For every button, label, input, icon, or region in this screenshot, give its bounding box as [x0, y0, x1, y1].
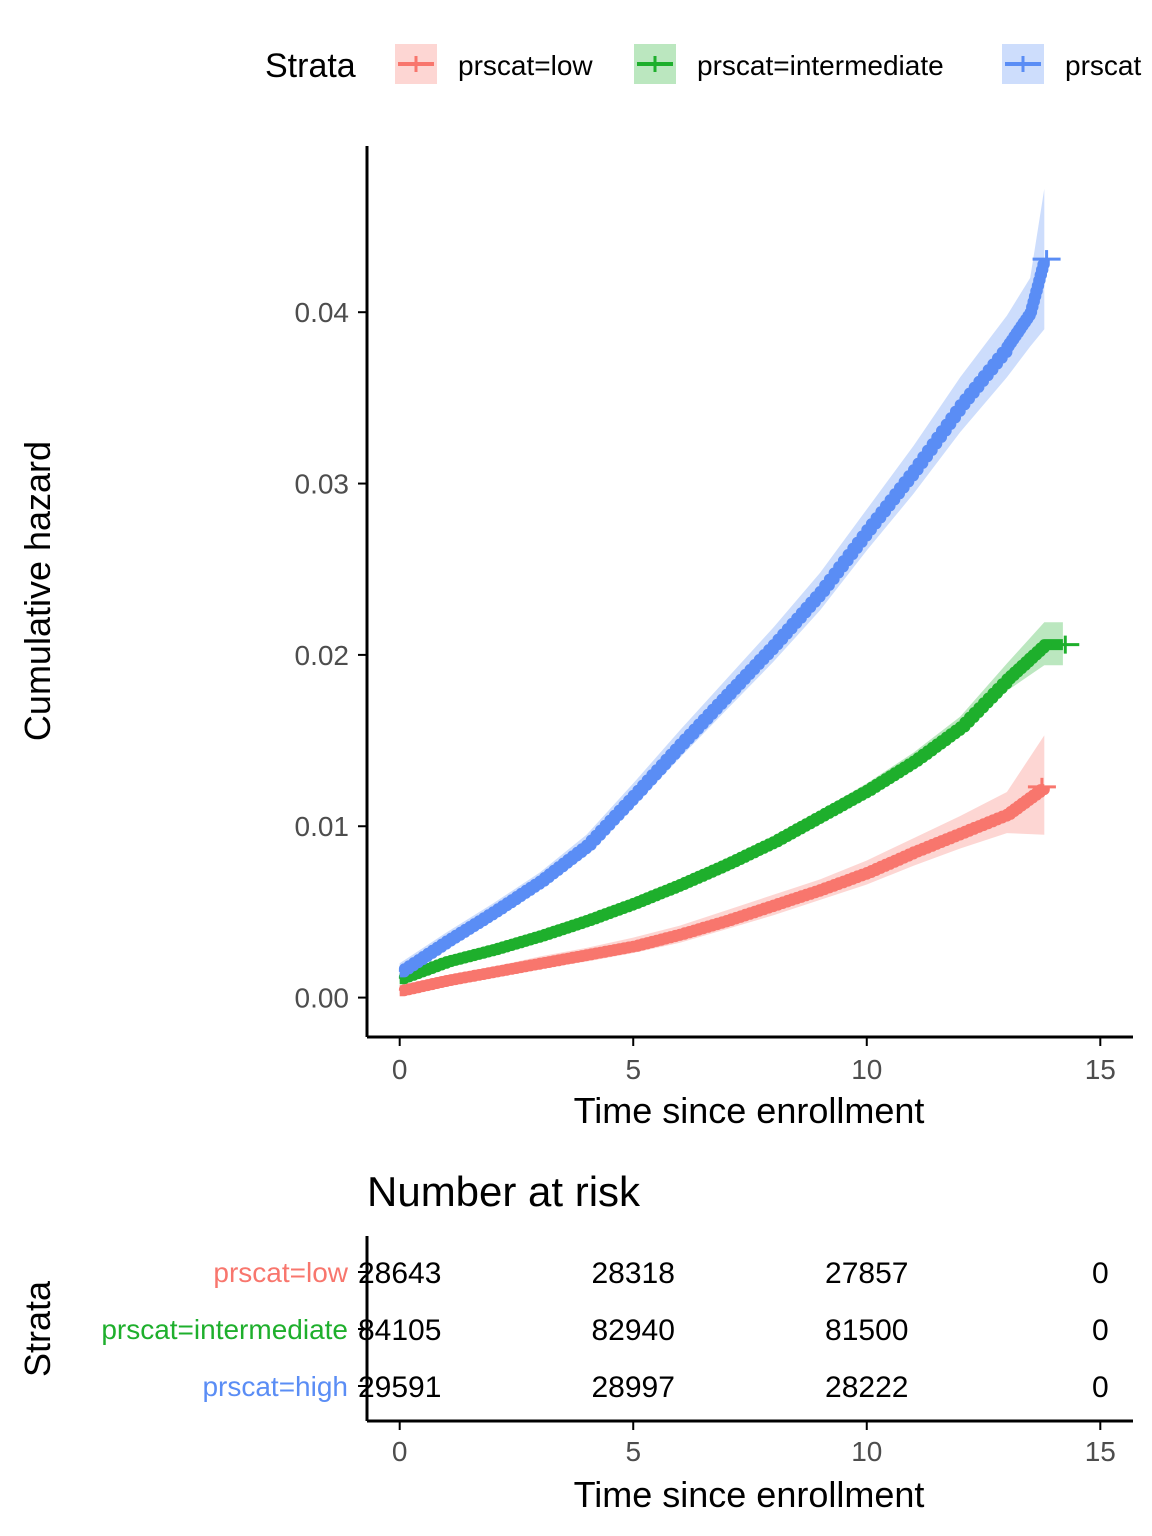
risk-x-tick-label: 0	[392, 1436, 408, 1467]
hazard-lines	[398, 250, 1080, 997]
y-tick-label: 0.04	[295, 297, 350, 328]
risk-count: 0	[1092, 1257, 1109, 1290]
risk-row: prscat=high 29591 28997 28222 0	[202, 1371, 1108, 1404]
legend-label: prscat=low	[458, 50, 593, 81]
risk-count: 27857	[825, 1257, 908, 1290]
risk-row-label: prscat=intermediate	[101, 1314, 348, 1345]
risk-count: 81500	[825, 1314, 908, 1347]
x-tick-label: 5	[625, 1054, 641, 1085]
x-axis-label: Time since enrollment	[574, 1090, 925, 1131]
risk-row: prscat=intermediate 84105 82940 81500 0	[101, 1314, 1108, 1347]
y-tick-label: 0.03	[295, 469, 350, 500]
legend-entry: prscat=intermediate	[634, 44, 944, 84]
risk-y-axis-label: Strata	[17, 1280, 58, 1377]
legend-entry: prscat	[1002, 44, 1141, 84]
legend-title: Strata	[265, 47, 356, 85]
risk-count: 0	[1092, 1314, 1109, 1347]
x-axis-ticks: 0 5 10 15	[392, 1037, 1116, 1085]
hazard-line	[398, 784, 1050, 997]
risk-count: 82940	[592, 1314, 675, 1347]
risk-count: 28222	[825, 1371, 908, 1404]
x-tick-label: 15	[1085, 1054, 1116, 1085]
risk-table-title: Number at risk	[367, 1168, 641, 1215]
risk-count: 84105	[358, 1314, 441, 1347]
risk-count: 0	[1092, 1371, 1109, 1404]
hazard-line	[398, 258, 1050, 978]
legend-label: prscat=intermediate	[697, 50, 944, 81]
y-tick-label: 0.02	[295, 640, 350, 671]
confidence-bands	[399, 188, 1063, 995]
risk-table: Number at risk prscat=low 28643 28318 27857…	[17, 1168, 1133, 1515]
y-tick-label: 0.00	[295, 983, 350, 1014]
x-tick-label: 10	[851, 1054, 882, 1085]
y-axis-label: Cumulative hazard	[17, 441, 58, 741]
risk-x-tick-label: 5	[625, 1436, 641, 1467]
legend-entry: prscat=low	[395, 44, 593, 84]
risk-count: 28318	[592, 1257, 675, 1290]
risk-row: prscat=low 28643 28318 27857 0	[213, 1257, 1108, 1290]
risk-x-tick-label: 10	[851, 1436, 882, 1467]
risk-row-label: prscat=low	[213, 1257, 348, 1288]
risk-count: 28643	[358, 1257, 441, 1290]
x-tick-label: 0	[392, 1054, 408, 1085]
risk-x-axis-ticks: 0 5 10 15	[392, 1421, 1116, 1467]
risk-x-tick-label: 15	[1085, 1436, 1116, 1467]
legend-label: prscat	[1065, 50, 1141, 81]
risk-count: 29591	[358, 1371, 441, 1404]
risk-x-axis-label: Time since enrollment	[574, 1474, 925, 1515]
legend: Strata prscat=low prscat=intermediate prsc…	[265, 44, 1141, 85]
y-tick-label: 0.01	[295, 811, 350, 842]
y-axis-ticks: 0.00 0.01 0.02 0.03 0.04	[295, 297, 367, 1014]
risk-count: 28997	[592, 1371, 675, 1404]
risk-row-label: prscat=high	[202, 1371, 348, 1402]
hazard-line	[398, 639, 1067, 985]
confidence-band	[399, 735, 1045, 995]
main-plot: 0.00 0.01 0.02 0.03 0.04 0 5 10 15 Time since e…	[17, 146, 1133, 1131]
